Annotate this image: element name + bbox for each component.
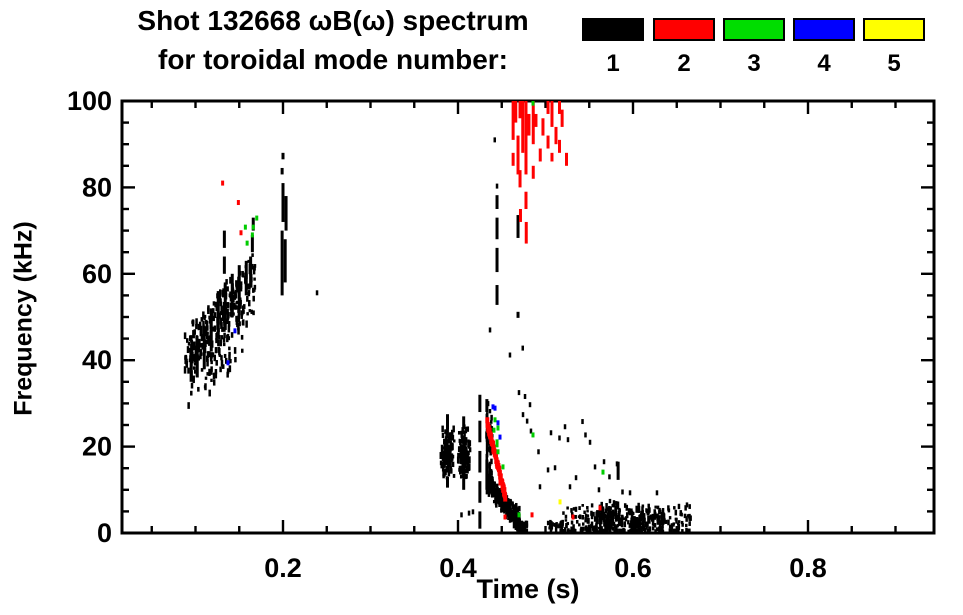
legend-label-3: 3	[747, 50, 761, 77]
series-mode-2	[221, 101, 602, 520]
mode-legend: 1 2 3 4 5	[0, 0, 963, 90]
svg-text:40: 40	[82, 345, 112, 375]
series-mode-4	[226, 328, 502, 440]
legend-swatch-1	[582, 18, 644, 41]
series-mode-5	[558, 499, 562, 505]
series-mode-1	[183, 137, 692, 533]
legend-swatch-2	[653, 18, 715, 41]
series-mode-3	[243, 101, 605, 518]
y-axis-title: Frequency (kHz)	[9, 221, 38, 416]
legend-swatch-4	[793, 18, 855, 41]
legend-label-1: 1	[606, 50, 620, 77]
svg-text:100: 100	[67, 86, 112, 116]
x-axis-title: Time (s)	[476, 574, 580, 604]
svg-text:0.2: 0.2	[264, 553, 302, 583]
legend-label-2: 2	[677, 50, 691, 77]
legend-label-5: 5	[887, 50, 901, 77]
axes	[120, 99, 936, 535]
legend-item-1: 1	[582, 18, 644, 78]
data-marks	[183, 101, 692, 533]
legend-item-5: 5	[863, 18, 925, 78]
svg-text:80: 80	[82, 172, 112, 202]
svg-text:0.8: 0.8	[789, 553, 827, 583]
chart-subtitle: for toroidal mode number:	[158, 44, 508, 75]
svg-text:60: 60	[82, 259, 112, 289]
svg-text:0.6: 0.6	[614, 553, 652, 583]
legend-item-4: 4	[793, 18, 855, 78]
legend-item-3: 3	[723, 18, 785, 78]
legend-item-2: 2	[653, 18, 715, 78]
svg-text:20: 20	[82, 432, 112, 462]
svg-text:0.4: 0.4	[439, 553, 477, 583]
chart-title: Shot 132668 ωB(ω) spectrum	[137, 5, 529, 36]
tick-labels: 0.2 0.4 0.6 0.8 0 20 40 60 80 100	[67, 86, 827, 583]
legend-swatch-5	[863, 18, 925, 41]
legend-label-4: 4	[817, 50, 831, 77]
svg-text:0: 0	[97, 518, 112, 548]
legend-swatch-3	[723, 18, 785, 41]
